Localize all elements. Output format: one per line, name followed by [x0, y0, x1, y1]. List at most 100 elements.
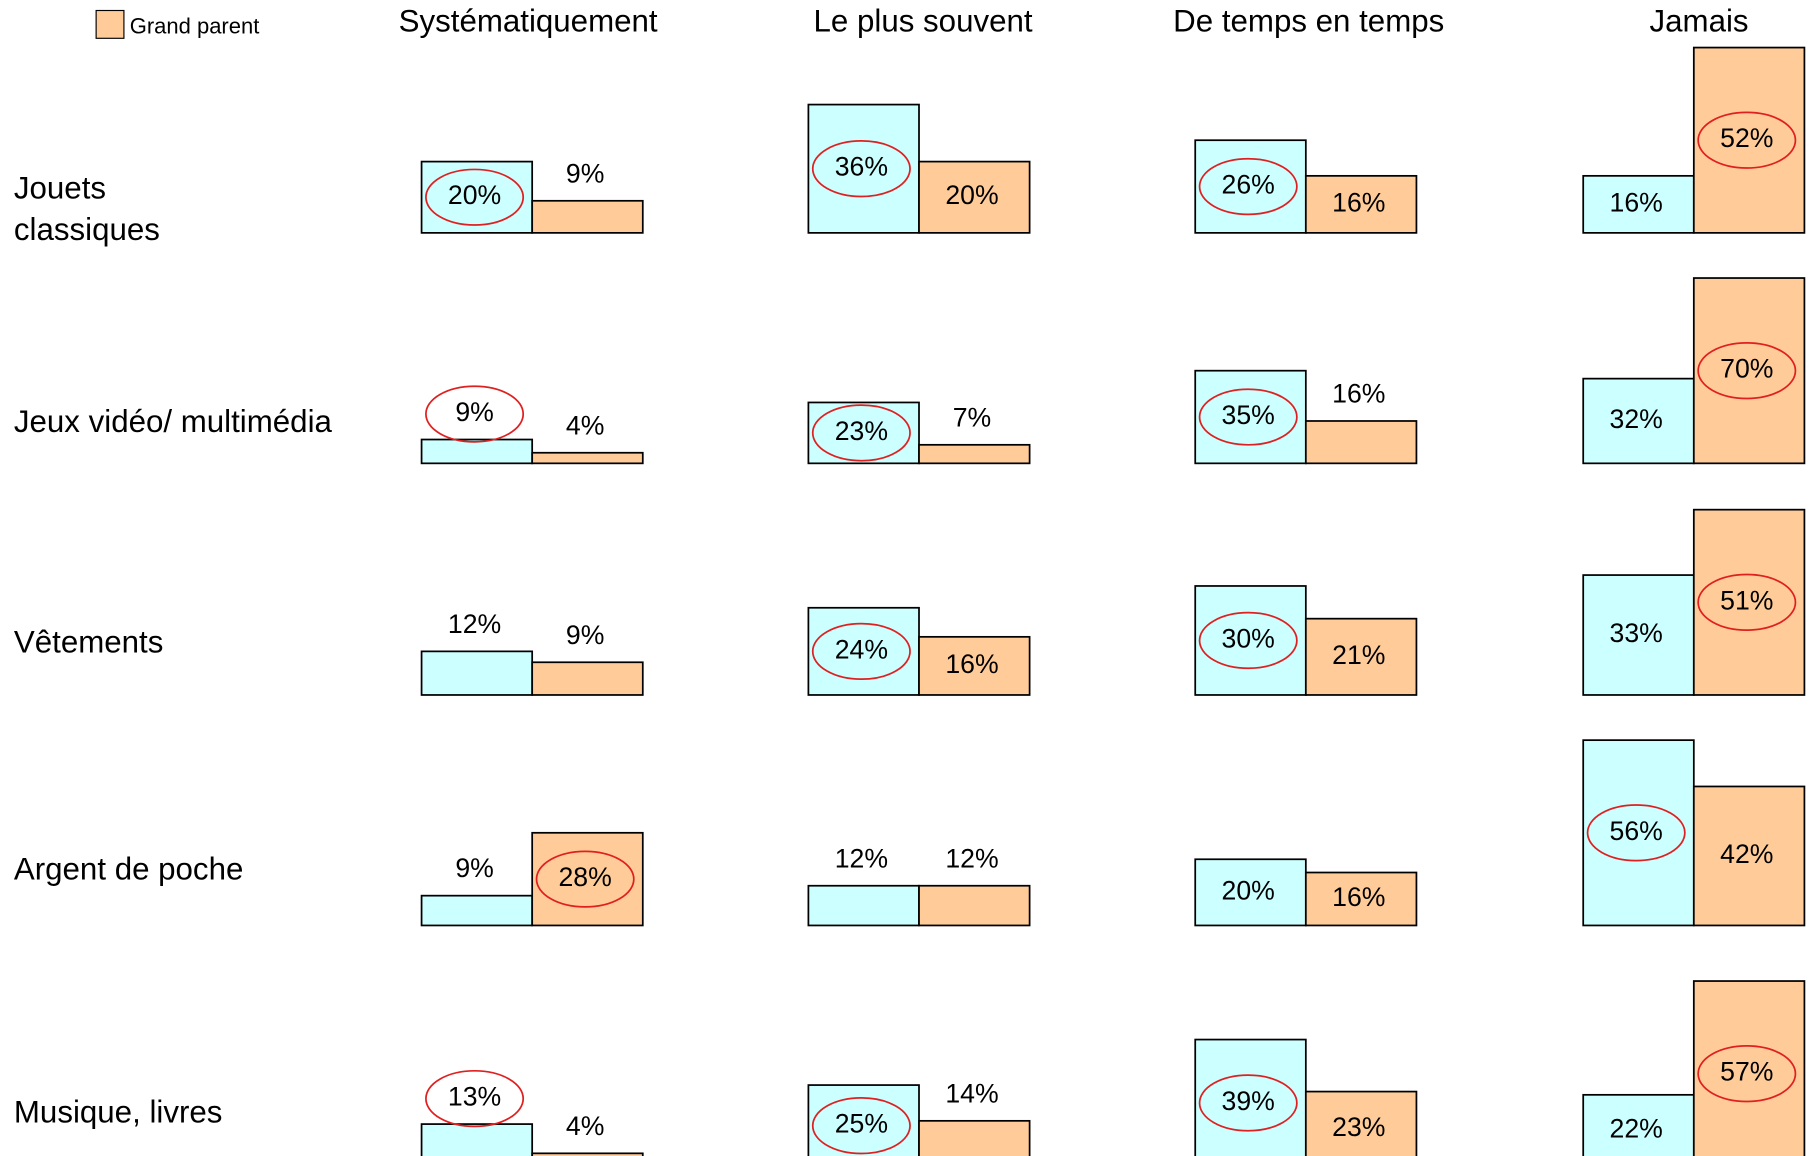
value-label: 30%: [1222, 624, 1275, 654]
value-label: 36%: [835, 152, 888, 182]
bar: [420, 438, 534, 465]
bar: [1304, 420, 1418, 465]
highlight-circle: [1198, 388, 1298, 446]
bar: [1304, 1090, 1418, 1156]
value-label: 28%: [559, 862, 612, 892]
bar: [1194, 369, 1307, 465]
bar: [807, 884, 920, 927]
bar: [1692, 277, 1806, 465]
value-label: 12%: [945, 843, 998, 873]
value-label: 7%: [953, 402, 991, 432]
bar: [1304, 617, 1418, 696]
value-label: 9%: [455, 853, 493, 883]
row-label: Jeux vidéo/ multimédia: [14, 404, 333, 439]
highlight-circle: [1697, 342, 1797, 400]
bar: [1304, 871, 1418, 927]
value-label: 16%: [945, 649, 998, 679]
bar: [531, 661, 644, 696]
bar: [1582, 1093, 1695, 1156]
value-label: 9%: [455, 397, 493, 427]
value-label: 9%: [566, 158, 604, 188]
highlight-circle: [811, 622, 911, 681]
legend-swatch: [95, 9, 125, 39]
value-label: 25%: [835, 1109, 888, 1139]
highlight-circle: [1586, 804, 1686, 862]
bar: [1582, 174, 1695, 234]
value-label: 4%: [566, 410, 604, 440]
bar: [1692, 980, 1806, 1156]
bar: [1692, 785, 1806, 927]
value-label: 42%: [1720, 839, 1773, 869]
bar: [1194, 139, 1307, 234]
bar: [1692, 508, 1806, 696]
bar: [807, 1084, 920, 1156]
bar: [531, 451, 644, 465]
value-label: 20%: [1222, 875, 1275, 905]
bar: [918, 443, 1031, 465]
value-label: 35%: [1222, 400, 1275, 430]
bar: [531, 199, 644, 234]
highlight-circle: [1697, 573, 1797, 631]
value-label: 39%: [1222, 1086, 1275, 1116]
legend-label: Grand parent: [130, 14, 260, 39]
value-label: 32%: [1610, 404, 1663, 434]
row-label: Jouets: [14, 170, 106, 205]
bar: [807, 606, 920, 696]
value-label: 33%: [1610, 618, 1663, 648]
value-label: 12%: [835, 843, 888, 873]
value-label: 20%: [448, 180, 501, 210]
highlight-circle: [535, 850, 635, 908]
value-label: 12%: [448, 609, 501, 639]
value-label: 13%: [448, 1082, 501, 1112]
highlight-circle: [811, 1097, 911, 1155]
value-label: 14%: [945, 1078, 998, 1108]
value-label: 20%: [945, 180, 998, 210]
value-label: 57%: [1720, 1057, 1773, 1087]
bar: [420, 160, 534, 234]
bar: [918, 1119, 1031, 1156]
value-label: 9%: [566, 620, 604, 650]
column-title: Systématiquement: [399, 4, 658, 39]
row-label: Argent de poche: [14, 851, 243, 886]
bar: [918, 160, 1031, 234]
value-label: 24%: [835, 634, 888, 664]
highlight-circle: [425, 385, 525, 443]
column-title: Le plus souvent: [814, 4, 1033, 39]
bar: [1194, 858, 1307, 927]
value-label: 23%: [835, 416, 888, 446]
highlight-circle: [1697, 111, 1797, 169]
value-label: 56%: [1610, 816, 1663, 846]
value-label: 4%: [566, 1111, 604, 1141]
highlight-circle: [1198, 1074, 1298, 1132]
value-label: 51%: [1720, 585, 1773, 615]
bar: [1582, 574, 1695, 696]
bar: [531, 1152, 644, 1156]
value-label: 22%: [1610, 1114, 1663, 1144]
value-label: 52%: [1720, 123, 1773, 153]
bar: [807, 103, 920, 234]
bar: [531, 831, 644, 927]
bar: [1304, 174, 1418, 234]
value-label: 16%: [1332, 187, 1385, 217]
bar: [1582, 377, 1695, 465]
bar: [918, 884, 1031, 927]
row-label: Vêtements: [14, 624, 163, 659]
highlight-circle: [811, 404, 911, 462]
highlight-circle: [1697, 1045, 1797, 1103]
column-title: De temps en temps: [1173, 4, 1444, 39]
bar: [918, 635, 1031, 696]
bar: [1582, 739, 1695, 927]
row-label: classiques: [14, 212, 160, 247]
highlight-circle: [811, 140, 911, 198]
bar: [420, 1123, 534, 1156]
value-label: 23%: [1332, 1112, 1385, 1142]
bar: [420, 650, 534, 696]
bar: [420, 894, 534, 927]
value-label: 16%: [1332, 379, 1385, 409]
value-label: 21%: [1332, 640, 1385, 670]
value-label: 16%: [1332, 882, 1385, 912]
value-label: 26%: [1222, 170, 1275, 200]
value-label: 16%: [1610, 187, 1663, 217]
row-label: Musique, livres: [14, 1094, 223, 1129]
